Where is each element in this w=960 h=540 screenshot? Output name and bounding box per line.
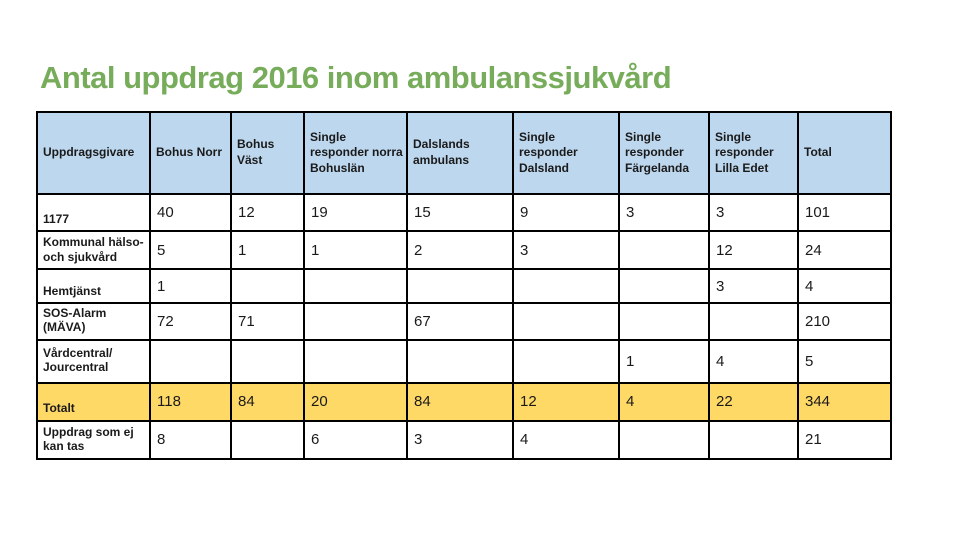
column-header-dalslands-ambulans: Dalslands ambulans [406,111,514,195]
data-cell [512,338,620,384]
data-cell: 4 [618,381,710,422]
data-cell [618,302,710,341]
data-cell [303,338,408,384]
data-cell [303,268,408,304]
data-cell: 21 [797,419,892,460]
data-cell [708,419,799,460]
data-cell: 5 [149,230,232,270]
row-vardcentral-jourcentral: Vårdcentral/ Jourcentral 1 4 5 [36,338,892,384]
column-header-bohus-vast: Bohus Väst [230,111,305,195]
data-cell: 118 [149,381,232,422]
data-cell [708,302,799,341]
row-label: Vårdcentral/ Jourcentral [36,338,151,384]
data-cell: 12 [708,230,799,270]
data-cell [406,338,514,384]
data-cell: 3 [708,268,799,304]
row-label: Kommunal hälso- och sjukvård [36,230,151,270]
data-cell: 4 [708,338,799,384]
data-cell: 12 [512,381,620,422]
data-cell: 5 [797,338,892,384]
data-cell [618,268,710,304]
data-cell: 84 [230,381,305,422]
row-kommunal-halso-och-sjukvard: Kommunal hälso- och sjukvård 5 1 1 2 3 1… [36,230,892,270]
data-cell: 8 [149,419,232,460]
row-totalt: Totalt 118 84 20 84 12 4 22 344 [36,381,892,422]
data-cell: 40 [149,193,232,232]
column-header-sr-dalsland: Single responder Dalsland [512,111,620,195]
data-cell: 15 [406,193,514,232]
data-cell: 24 [797,230,892,270]
row-label: 1177 [36,193,151,232]
data-cell: 4 [512,419,620,460]
data-cell: 1 [618,338,710,384]
column-header-uppdragsgivare: Uppdragsgivare [36,111,151,195]
data-cell: 22 [708,381,799,422]
data-cell: 4 [797,268,892,304]
data-cell [512,268,620,304]
assignments-table: Uppdragsgivare Bohus Norr Bohus Väst Sin… [36,111,892,460]
data-cell: 1 [230,230,305,270]
data-cell: 1 [149,268,232,304]
data-cell [618,230,710,270]
data-cell: 20 [303,381,408,422]
table-header-row: Uppdragsgivare Bohus Norr Bohus Väst Sin… [36,111,892,195]
data-cell [230,419,305,460]
data-cell: 2 [406,230,514,270]
data-cell [230,338,305,384]
row-label: SOS-Alarm (MÄVA) [36,302,151,341]
row-hemtjanst: Hemtjänst 1 3 4 [36,268,892,304]
data-cell [618,419,710,460]
data-cell [303,302,408,341]
column-header-bohus-norr: Bohus Norr [149,111,232,195]
data-cell: 3 [618,193,710,232]
data-cell: 6 [303,419,408,460]
row-1177: 1177 40 12 19 15 9 3 3 101 [36,193,892,232]
data-cell: 3 [512,230,620,270]
row-label: Totalt [36,381,151,422]
data-cell: 72 [149,302,232,341]
column-header-sr-norra-bohuslan: Single responder norra Bohuslän [303,111,408,195]
slide-title: Antal uppdrag 2016 inom ambulanssjukvård [40,60,672,95]
data-cell: 1 [303,230,408,270]
data-cell: 210 [797,302,892,341]
column-header-total: Total [797,111,892,195]
data-cell: 3 [406,419,514,460]
data-cell: 84 [406,381,514,422]
row-label: Uppdrag som ej kan tas [36,419,151,460]
data-cell: 19 [303,193,408,232]
data-cell: 71 [230,302,305,341]
data-cell: 344 [797,381,892,422]
row-sos-alarm-mava: SOS-Alarm (MÄVA) 72 71 67 210 [36,302,892,341]
data-cell [512,302,620,341]
row-uppdrag-som-ej-kan-tas: Uppdrag som ej kan tas 8 6 3 4 21 [36,419,892,460]
row-label: Hemtjänst [36,268,151,304]
data-cell: 3 [708,193,799,232]
column-header-sr-fargelanda: Single responder Färgelanda [618,111,710,195]
data-cell: 101 [797,193,892,232]
data-cell [406,268,514,304]
data-cell [230,268,305,304]
column-header-sr-lilla-edet: Single responder Lilla Edet [708,111,799,195]
data-cell: 67 [406,302,514,341]
data-cell [149,338,232,384]
data-cell: 12 [230,193,305,232]
data-cell: 9 [512,193,620,232]
